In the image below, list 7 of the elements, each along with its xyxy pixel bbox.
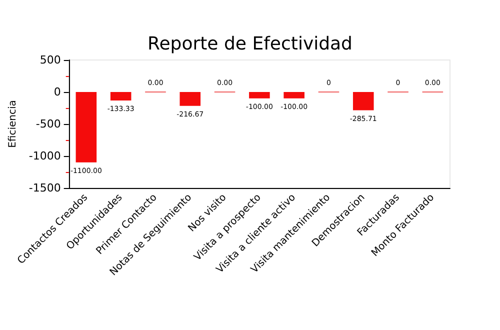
y-tick-label: -1500 xyxy=(28,182,61,194)
y-tick-label: -500 xyxy=(36,118,61,130)
y-tick-label: 500 xyxy=(40,54,61,66)
y-tick-label: -1000 xyxy=(28,150,61,162)
y-tick-label: 0 xyxy=(54,86,61,98)
chart-title: Reporte de Efectividad xyxy=(148,34,352,54)
y-axis-title: Eficiencia xyxy=(8,100,18,148)
